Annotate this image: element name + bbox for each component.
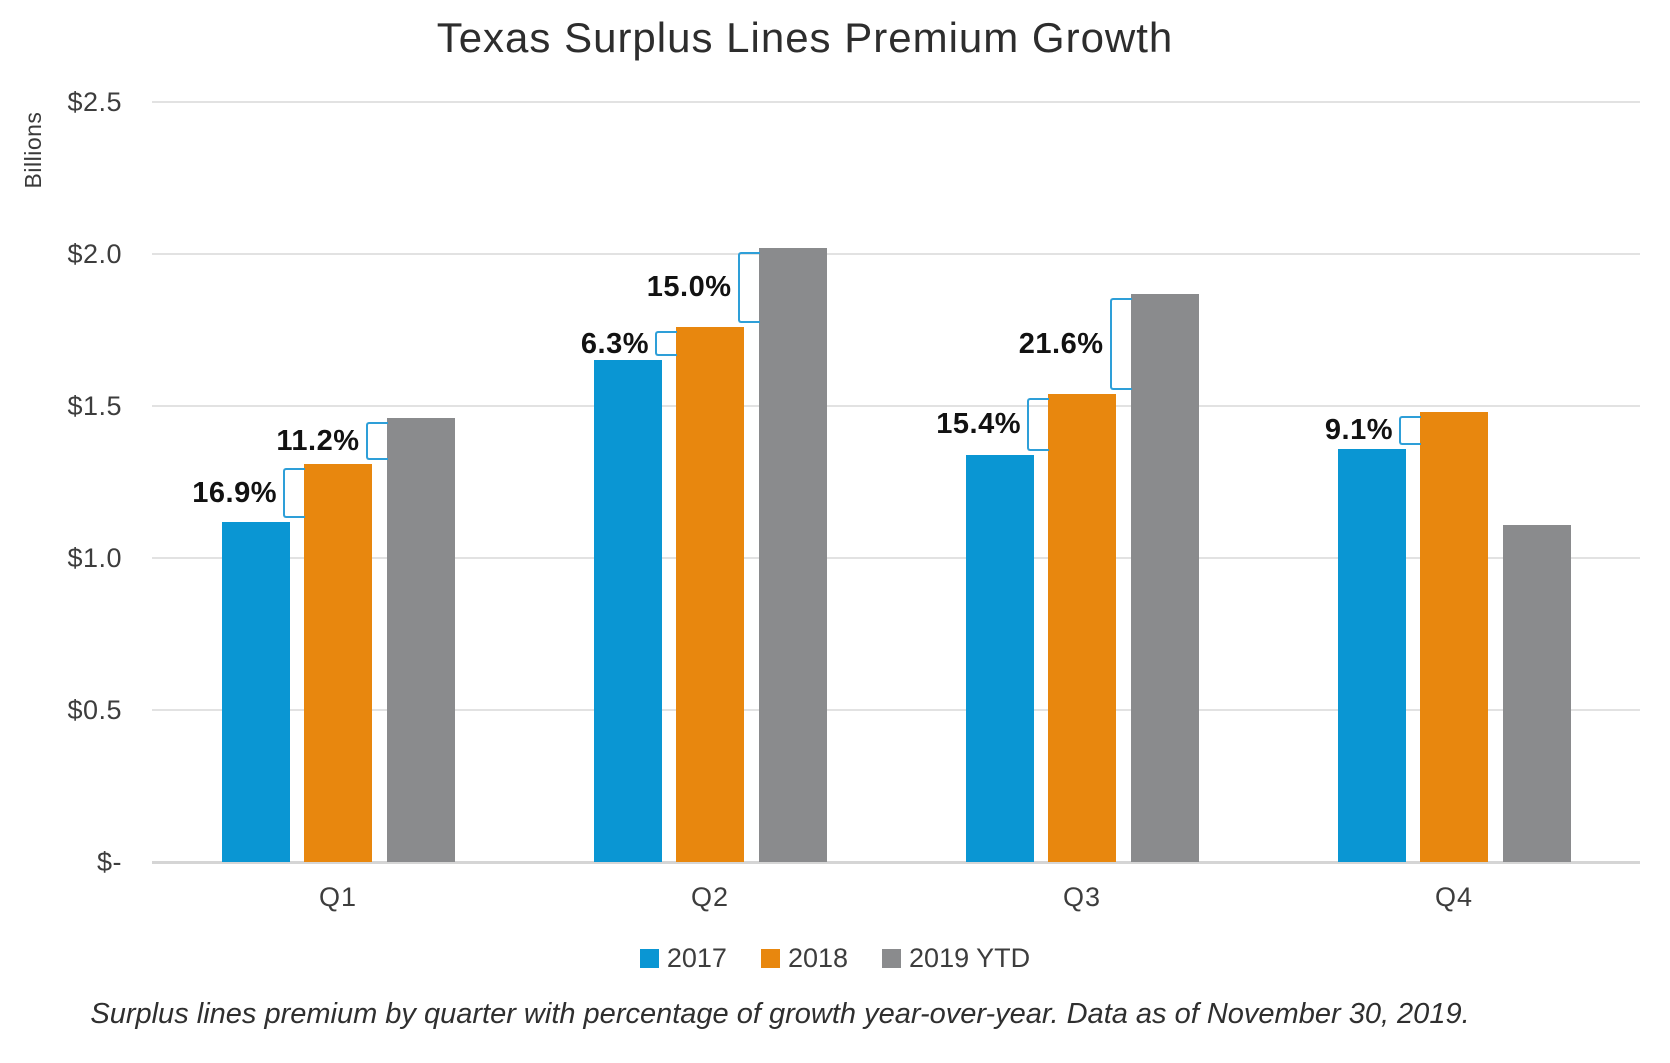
bar-2019-ytd-q3 bbox=[1130, 293, 1199, 862]
gridline--1-0 bbox=[152, 557, 1640, 559]
growth-label-q3-2018: 15.4% bbox=[936, 408, 1021, 441]
legend: 2017 2018 2019 YTD bbox=[0, 941, 1670, 975]
y-tick-label--: $- bbox=[96, 847, 122, 877]
legend-item-2017: 2017 bbox=[639, 942, 727, 974]
x-axis-line bbox=[152, 861, 1640, 864]
y-tick-label--0-5: $0.5 bbox=[67, 695, 122, 725]
growth-label-q4-2018: 9.1% bbox=[1324, 414, 1393, 447]
growth-bracket-q2-2018 bbox=[655, 330, 677, 357]
y-tick-label--1-0: $1.0 bbox=[67, 543, 122, 573]
bar-2019-ytd-q1 bbox=[386, 418, 455, 862]
bar-2017-q4 bbox=[1337, 448, 1406, 862]
gridline--2-0 bbox=[152, 253, 1640, 255]
legend-label-2018: 2018 bbox=[787, 942, 849, 973]
bar-2018-q3 bbox=[1048, 393, 1116, 862]
growth-label-q1-2019-ytd: 11.2% bbox=[276, 424, 360, 457]
legend-label-2017: 2017 bbox=[666, 942, 727, 973]
bar-2019-ytd-q4 bbox=[1502, 524, 1571, 862]
y-tick-label--1-5: $1.5 bbox=[67, 391, 122, 421]
bar-2017-q1 bbox=[221, 521, 290, 862]
growth-bracket-q1-2018 bbox=[283, 467, 305, 518]
legend-swatch-2019-ytd bbox=[882, 948, 902, 968]
x-label-q2: Q2 bbox=[690, 882, 730, 912]
chart-title: Texas Surplus Lines Premium Growth bbox=[436, 14, 1174, 61]
bar-2018-q4 bbox=[1420, 412, 1488, 862]
legend-label-2019-ytd: 2019 YTD bbox=[909, 942, 1031, 973]
growth-label-q3-2019-ytd: 21.6% bbox=[1018, 327, 1104, 360]
x-label-q1: Q1 bbox=[318, 882, 358, 912]
bar-2018-q1 bbox=[304, 463, 372, 862]
gridline--1-5 bbox=[152, 405, 1640, 407]
growth-bracket-q3-2018 bbox=[1027, 397, 1049, 451]
growth-label-q1-2018: 16.9% bbox=[192, 476, 277, 509]
y-tick-label--2-0: $2.0 bbox=[67, 239, 122, 269]
bar-2017-q2 bbox=[593, 360, 662, 862]
growth-bracket-q3-2019-ytd bbox=[1109, 297, 1132, 390]
gridline--2-5 bbox=[152, 101, 1640, 103]
bar-2019-ytd-q2 bbox=[758, 247, 827, 862]
growth-bracket-q2-2019-ytd bbox=[737, 251, 760, 323]
x-label-q3: Q3 bbox=[1062, 882, 1102, 912]
bar-2018-q2 bbox=[676, 326, 744, 862]
growth-bracket-q4-2018 bbox=[1399, 416, 1421, 445]
growth-label-q2-2019-ytd: 15.0% bbox=[646, 271, 732, 304]
caption: Surplus lines premium by quarter with pe… bbox=[90, 998, 1470, 1030]
bar-2017-q3 bbox=[965, 454, 1034, 862]
growth-bracket-q1-2019-ytd bbox=[365, 422, 388, 460]
growth-label-q2-2018: 6.3% bbox=[580, 327, 649, 360]
legend-swatch-2018 bbox=[760, 948, 780, 968]
gridline--0-5 bbox=[152, 709, 1640, 711]
y-tick-label--2-5: $2.5 bbox=[67, 87, 122, 117]
legend-swatch-2017 bbox=[639, 948, 659, 968]
legend-item-2018: 2018 bbox=[760, 942, 849, 974]
legend-item-2019-ytd: 2019 YTD bbox=[882, 943, 1030, 974]
x-label-q4: Q4 bbox=[1434, 882, 1474, 912]
